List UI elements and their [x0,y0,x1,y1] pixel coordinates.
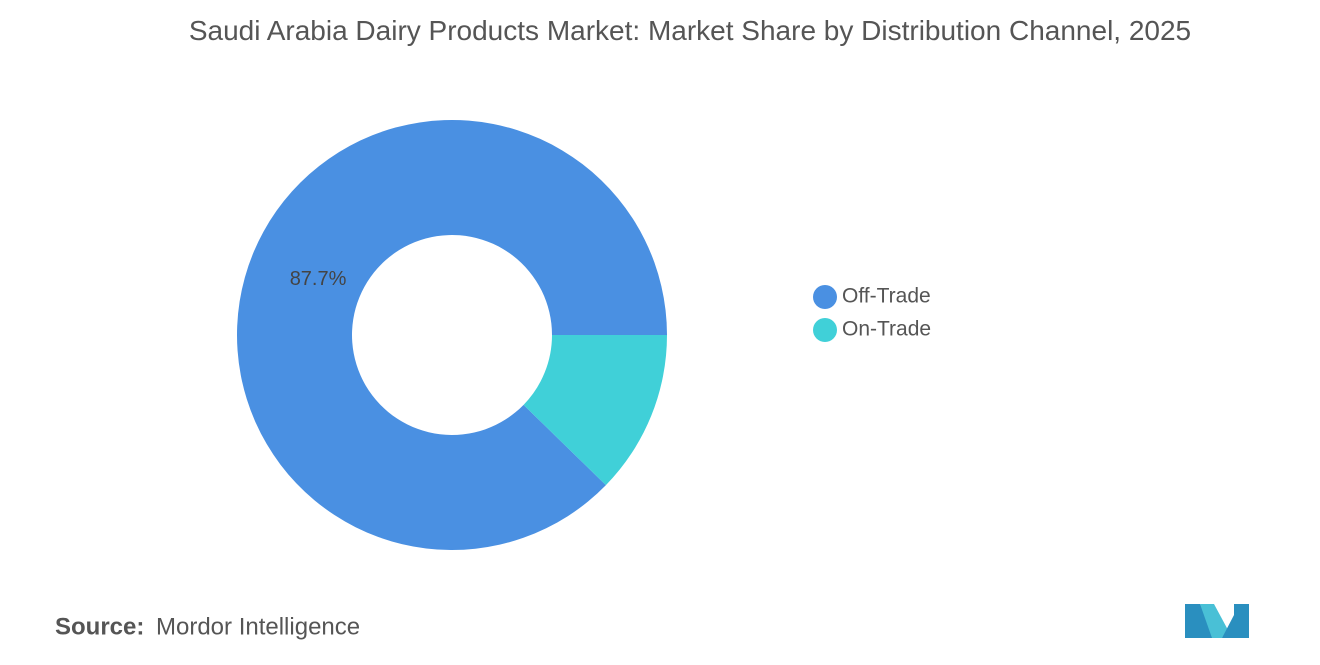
source-label: Source: [55,613,144,640]
legend-marker [813,318,837,342]
source: Mordor Intelligence [156,613,360,640]
legend-label: On-Trade [842,318,931,341]
donut-slice [237,119,668,551]
value-label: 87.7% [290,268,347,290]
logo [1185,604,1249,638]
legend-marker [813,285,837,309]
legend-label: Off-Trade [842,285,931,308]
chart-title: Saudi Arabia Dairy Products Market: Mark… [188,15,1192,46]
donut-slice [523,335,667,486]
